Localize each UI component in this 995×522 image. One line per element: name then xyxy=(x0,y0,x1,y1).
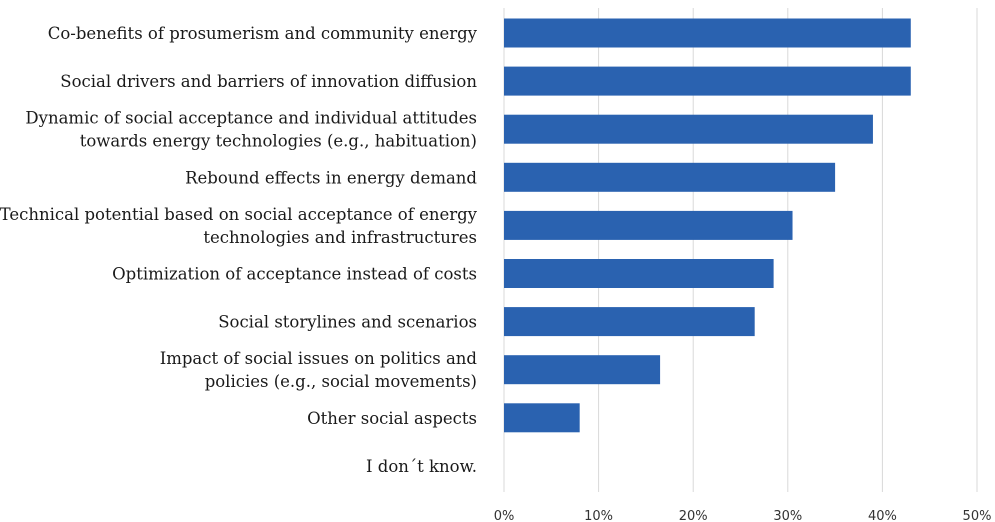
bar xyxy=(504,259,774,288)
category-label: Social storylines and scenarios xyxy=(218,313,477,332)
bar xyxy=(504,355,661,385)
category-labels: Co-benefits of prosumerism and community… xyxy=(0,24,478,476)
x-tick-label: 40% xyxy=(868,509,897,522)
bar xyxy=(504,66,911,96)
category-label: technologies and infrastructures xyxy=(203,228,477,247)
x-tick-label: 20% xyxy=(679,509,708,522)
bars xyxy=(504,18,911,433)
x-axis-tick-labels: 0% 10% 20% 30% 40% 50% xyxy=(494,509,992,522)
category-label: Rebound effects in energy demand xyxy=(185,168,477,187)
category-label: towards energy technologies (e.g., habit… xyxy=(80,132,477,151)
category-label: Optimization of acceptance instead of co… xyxy=(112,265,477,284)
category-label: Co-benefits of prosumerism and community… xyxy=(48,24,478,43)
x-tick-label: 10% xyxy=(584,509,613,522)
category-label: policies (e.g., social movements) xyxy=(205,372,477,391)
category-label: I don´t know. xyxy=(366,457,477,476)
x-tick-label: 0% xyxy=(494,509,515,522)
bar xyxy=(504,162,836,192)
bar xyxy=(504,18,911,48)
category-label: Social drivers and barriers of innovatio… xyxy=(60,72,477,91)
category-label: Dynamic of social acceptance and individ… xyxy=(25,109,477,128)
category-label: Other social aspects xyxy=(307,409,477,428)
category-label: Impact of social issues on politics and xyxy=(160,349,478,368)
x-tick-label: 30% xyxy=(773,509,802,522)
bar xyxy=(504,403,580,433)
bar xyxy=(504,307,755,337)
x-tick-label: 50% xyxy=(963,509,992,522)
bar xyxy=(504,114,873,144)
category-label: Technical potential based on social acce… xyxy=(0,205,478,224)
bar xyxy=(504,210,793,240)
